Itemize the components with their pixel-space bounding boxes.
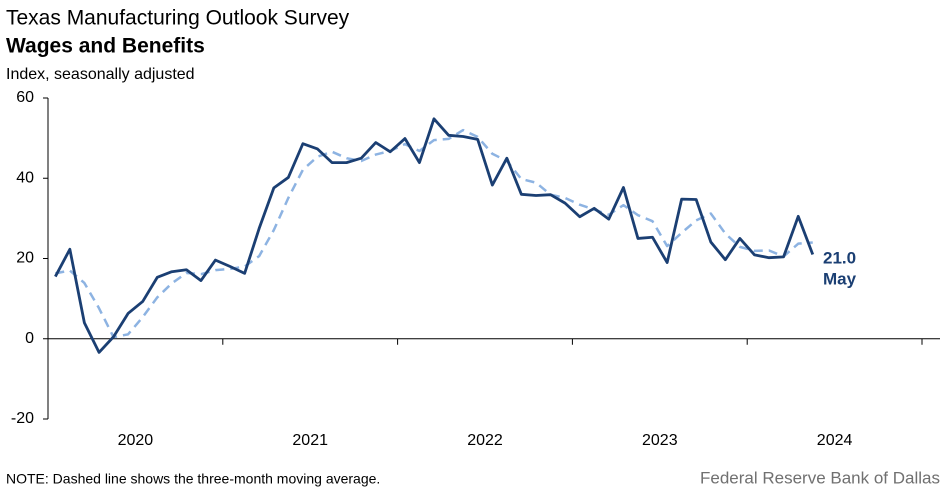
y-tick-label: 20 <box>16 250 34 267</box>
annotation-value: 21.0 <box>823 248 856 267</box>
series-line <box>55 128 813 339</box>
x-tick-label: 2020 <box>118 432 154 449</box>
source: Federal Reserve Bank of Dallas <box>700 468 940 487</box>
y-tick-label: -20 <box>11 410 34 427</box>
x-tick-label: 2021 <box>292 432 328 449</box>
x-tick-label: 2022 <box>467 432 503 449</box>
chart-title: Texas Manufacturing Outlook Survey <box>6 7 350 30</box>
note: NOTE: Dashed line shows the three-month … <box>6 471 380 487</box>
y-tick-label: 0 <box>25 330 34 347</box>
x-tick-label: 2023 <box>642 432 678 449</box>
series-line <box>54 117 815 354</box>
annotation-month: May <box>823 269 857 288</box>
x-tick-label: 2024 <box>817 432 853 449</box>
y-tick-label: 60 <box>16 89 34 106</box>
y-tick-label: 40 <box>16 169 34 186</box>
chart-subtitle: Wages and Benefits <box>6 35 205 58</box>
y-axis-label: Index, seasonally adjusted <box>6 66 195 83</box>
